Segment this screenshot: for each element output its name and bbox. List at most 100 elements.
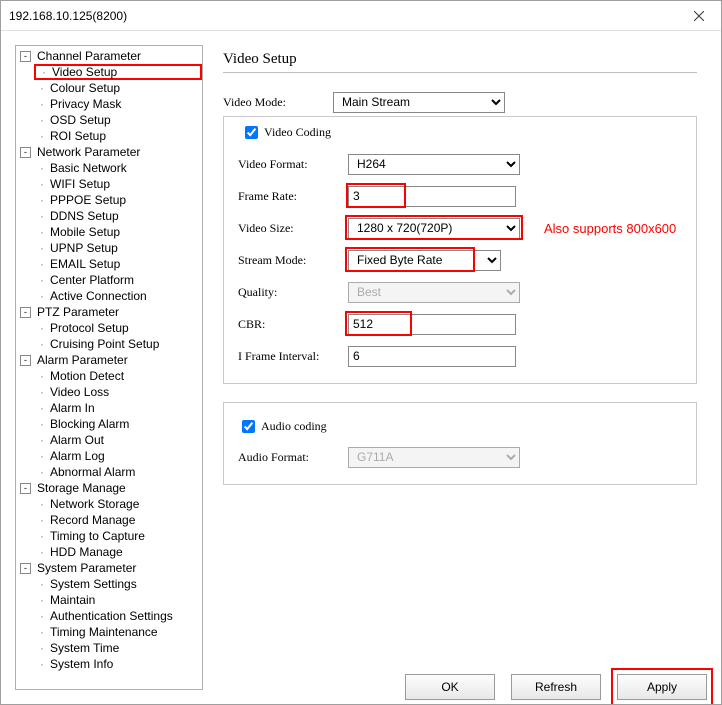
tree-item[interactable]: ·Video Loss (34, 384, 202, 400)
select-video-mode[interactable]: Main Stream (333, 92, 505, 113)
tree-item-label[interactable]: OSD Setup (48, 112, 113, 128)
tree-item-label[interactable]: Alarm Out (48, 432, 106, 448)
tree-item[interactable]: ·Privacy Mask (34, 96, 202, 112)
tree-item[interactable]: ·DDNS Setup (34, 208, 202, 224)
tree-item-label[interactable]: UPNP Setup (48, 240, 120, 256)
collapse-icon[interactable]: - (20, 51, 31, 62)
tree-item-label[interactable]: System Time (48, 640, 121, 656)
input-frame-rate[interactable] (348, 186, 516, 207)
tree-item[interactable]: ·UPNP Setup (34, 240, 202, 256)
collapse-icon[interactable]: - (20, 147, 31, 158)
tree-item-label[interactable]: Timing Maintenance (48, 624, 160, 640)
tree-item-label[interactable]: Video Loss (48, 384, 111, 400)
tree-item[interactable]: ·OSD Setup (34, 112, 202, 128)
tree-item[interactable]: ·Network Storage (34, 496, 202, 512)
tree-item-label[interactable]: Record Manage (48, 512, 137, 528)
tree-item-label[interactable]: Center Platform (48, 272, 136, 288)
tree-item[interactable]: ·EMAIL Setup (34, 256, 202, 272)
checkbox-audio-coding[interactable] (242, 420, 255, 433)
tree-item[interactable]: ·Motion Detect (34, 368, 202, 384)
tree-item[interactable]: ·HDD Manage (34, 544, 202, 560)
tree-item[interactable]: ·Protocol Setup (34, 320, 202, 336)
tree-group-label[interactable]: System Parameter (35, 560, 138, 576)
tree-item-label[interactable]: EMAIL Setup (48, 256, 122, 272)
collapse-icon[interactable]: - (20, 355, 31, 366)
tree-item[interactable]: ·Video Setup (34, 64, 202, 80)
ok-button[interactable]: OK (405, 674, 495, 700)
collapse-icon[interactable]: - (20, 307, 31, 318)
tree-item-label[interactable]: Colour Setup (48, 80, 122, 96)
nav-tree-pane[interactable]: -Channel Parameter·Video Setup·Colour Se… (15, 45, 203, 690)
apply-button[interactable]: Apply (617, 674, 707, 700)
label-audio-coding[interactable]: Audio coding (261, 419, 327, 434)
tree-item[interactable]: ·Colour Setup (34, 80, 202, 96)
tree-group[interactable]: -PTZ Parameter (16, 304, 202, 320)
tree-item[interactable]: ·System Settings (34, 576, 202, 592)
tree-item-label[interactable]: ROI Setup (48, 128, 108, 144)
tree-item-label[interactable]: Authentication Settings (48, 608, 175, 624)
tree-item-label[interactable]: Video Setup (50, 64, 119, 80)
tree-item[interactable]: ·Maintain (34, 592, 202, 608)
tree-item[interactable]: ·Authentication Settings (34, 608, 202, 624)
tree-item[interactable]: ·ROI Setup (34, 128, 202, 144)
content-area: -Channel Parameter·Video Setup·Colour Se… (1, 31, 721, 704)
tree-item[interactable]: ·Record Manage (34, 512, 202, 528)
tree-item-label[interactable]: Active Connection (48, 288, 149, 304)
tree-item-label[interactable]: Alarm In (48, 400, 97, 416)
tree-group[interactable]: -Storage Manage (16, 480, 202, 496)
tree-item-label[interactable]: Alarm Log (48, 448, 107, 464)
refresh-button[interactable]: Refresh (511, 674, 601, 700)
tree-group-label[interactable]: Network Parameter (35, 144, 142, 160)
tree-group[interactable]: -Channel Parameter (16, 48, 202, 64)
tree-item[interactable]: ·WIFI Setup (34, 176, 202, 192)
tree-item[interactable]: ·Timing to Capture (34, 528, 202, 544)
tree-item[interactable]: ·Timing Maintenance (34, 624, 202, 640)
tree-item-label[interactable]: Maintain (48, 592, 97, 608)
select-video-size[interactable]: 1280 x 720(720P) (348, 218, 520, 239)
tree-item-label[interactable]: System Info (48, 656, 115, 672)
tree-item[interactable]: ·Abnormal Alarm (34, 464, 202, 480)
tree-item[interactable]: ·Basic Network (34, 160, 202, 176)
tree-group[interactable]: -Network Parameter (16, 144, 202, 160)
tree-group-label[interactable]: Channel Parameter (35, 48, 143, 64)
tree-item-label[interactable]: Blocking Alarm (48, 416, 131, 432)
tree-group[interactable]: -Alarm Parameter (16, 352, 202, 368)
select-video-format[interactable]: H264 (348, 154, 520, 175)
tree-group-label[interactable]: Storage Manage (35, 480, 128, 496)
tree-item[interactable]: ·PPPOE Setup (34, 192, 202, 208)
input-cbr[interactable] (348, 314, 516, 335)
tree-item-label[interactable]: PPPOE Setup (48, 192, 128, 208)
tree-item-label[interactable]: DDNS Setup (48, 208, 121, 224)
tree-item-label[interactable]: Cruising Point Setup (48, 336, 161, 352)
tree-item[interactable]: ·Alarm In (34, 400, 202, 416)
tree-item-label[interactable]: WIFI Setup (48, 176, 112, 192)
input-iframe[interactable] (348, 346, 516, 367)
tree-item[interactable]: ·Active Connection (34, 288, 202, 304)
tree-item[interactable]: ·Cruising Point Setup (34, 336, 202, 352)
tree-item[interactable]: ·Center Platform (34, 272, 202, 288)
tree-item[interactable]: ·Mobile Setup (34, 224, 202, 240)
tree-item-label[interactable]: Abnormal Alarm (48, 464, 137, 480)
tree-item-label[interactable]: Basic Network (48, 160, 129, 176)
tree-group-label[interactable]: Alarm Parameter (35, 352, 130, 368)
tree-item[interactable]: ·System Info (34, 656, 202, 672)
tree-item-label[interactable]: System Settings (48, 576, 139, 592)
tree-item-label[interactable]: Protocol Setup (48, 320, 131, 336)
tree-item[interactable]: ·Blocking Alarm (34, 416, 202, 432)
close-button[interactable] (676, 1, 721, 31)
select-stream-mode[interactable]: Fixed Byte Rate (348, 250, 501, 271)
tree-group-label[interactable]: PTZ Parameter (35, 304, 121, 320)
tree-item-label[interactable]: Mobile Setup (48, 224, 122, 240)
tree-item-label[interactable]: Network Storage (48, 496, 141, 512)
tree-item-label[interactable]: Timing to Capture (48, 528, 147, 544)
tree-item-label[interactable]: Motion Detect (48, 368, 126, 384)
tree-item-label[interactable]: HDD Manage (48, 544, 125, 560)
collapse-icon[interactable]: - (20, 563, 31, 574)
tree-item[interactable]: ·System Time (34, 640, 202, 656)
tree-item[interactable]: ·Alarm Out (34, 432, 202, 448)
tree-item[interactable]: ·Alarm Log (34, 448, 202, 464)
collapse-icon[interactable]: - (20, 483, 31, 494)
tree-group[interactable]: -System Parameter (16, 560, 202, 576)
tree-item-label[interactable]: Privacy Mask (48, 96, 123, 112)
tree-leaf-icon: · (38, 320, 46, 336)
